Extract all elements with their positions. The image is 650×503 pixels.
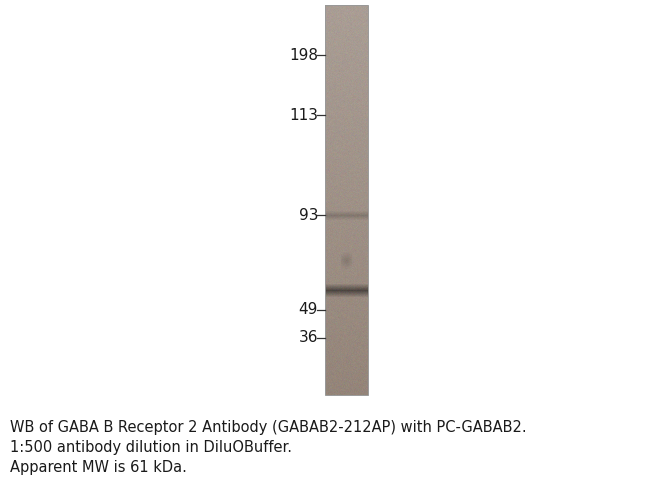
Text: 93: 93: [298, 208, 318, 222]
Bar: [325, 5, 368, 395]
Text: Apparent MW is 61 kDa.: Apparent MW is 61 kDa.: [10, 460, 187, 475]
Text: 1:500 antibody dilution in DiluOBuffer.: 1:500 antibody dilution in DiluOBuffer.: [10, 440, 292, 455]
Text: 36: 36: [298, 330, 318, 346]
Text: 49: 49: [298, 302, 318, 317]
Text: 198: 198: [289, 47, 318, 62]
Text: WB of GABA B Receptor 2 Antibody (GABAB2-212AP) with PC-GABAB2.: WB of GABA B Receptor 2 Antibody (GABAB2…: [10, 420, 526, 435]
Text: 113: 113: [289, 108, 318, 123]
